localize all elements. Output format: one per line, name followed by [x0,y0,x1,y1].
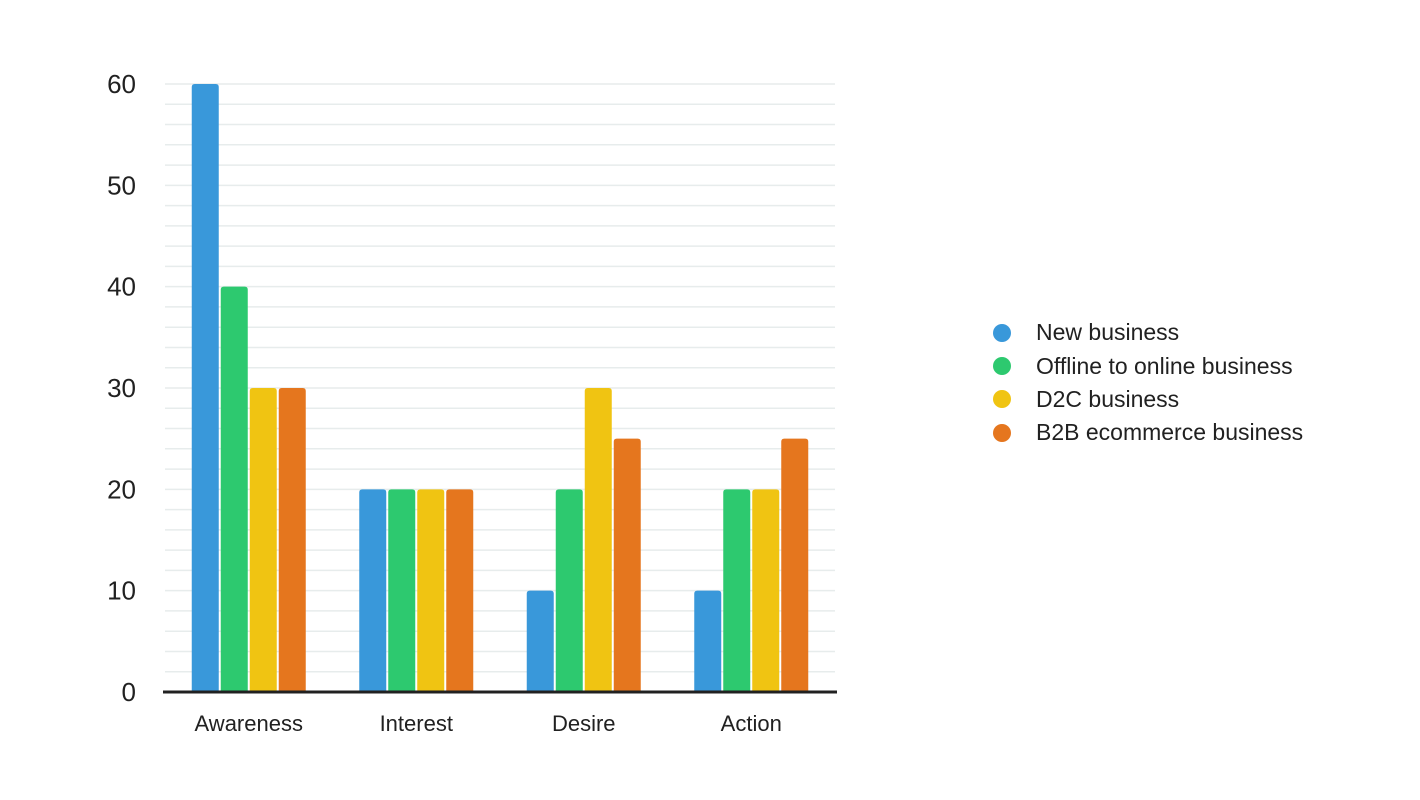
bar [220,286,248,692]
legend-item: B2B ecommerce business [993,416,1303,449]
bar [249,388,277,692]
bar [388,489,416,692]
bar [584,388,612,692]
x-axis-category-label: Interest [380,711,453,736]
bar [781,438,809,692]
bar [526,590,554,692]
legend-swatch-icon [993,423,1011,442]
x-axis-category-label: Awareness [195,711,303,736]
bar [417,489,445,692]
legend-swatch-icon [993,357,1011,376]
bar [278,388,306,692]
y-axis-tick-label: 10 [107,576,136,606]
y-axis-tick-label: 60 [107,69,136,99]
legend-label: B2B ecommerce business [1036,419,1304,446]
bar [694,590,722,692]
legend-label: D2C business [1036,385,1180,412]
y-axis-tick-label: 30 [107,373,136,403]
y-axis-tick-label: 50 [107,170,136,200]
bar [613,438,641,692]
legend-label: New business [1036,319,1180,346]
legend-item: New business [993,316,1303,349]
legend-swatch-icon [993,390,1011,409]
y-axis-tick-label: 0 [122,677,136,707]
legend-label: Offline to online business [1036,352,1293,379]
bar [555,489,583,692]
bar [723,489,751,692]
x-axis-category-label: Desire [552,711,616,736]
bar [446,489,474,692]
y-axis-tick-label: 40 [107,272,136,302]
legend-item: Offline to online business [993,349,1303,382]
bar [191,84,219,692]
legend-swatch-icon [993,323,1011,342]
y-axis-tick-label: 20 [107,474,136,504]
chart-legend: New business Offline to online business D2… [993,316,1303,450]
bar [752,489,780,692]
bar [359,489,387,692]
x-axis-category-label: Action [721,711,782,736]
legend-item: D2C business [993,383,1303,416]
